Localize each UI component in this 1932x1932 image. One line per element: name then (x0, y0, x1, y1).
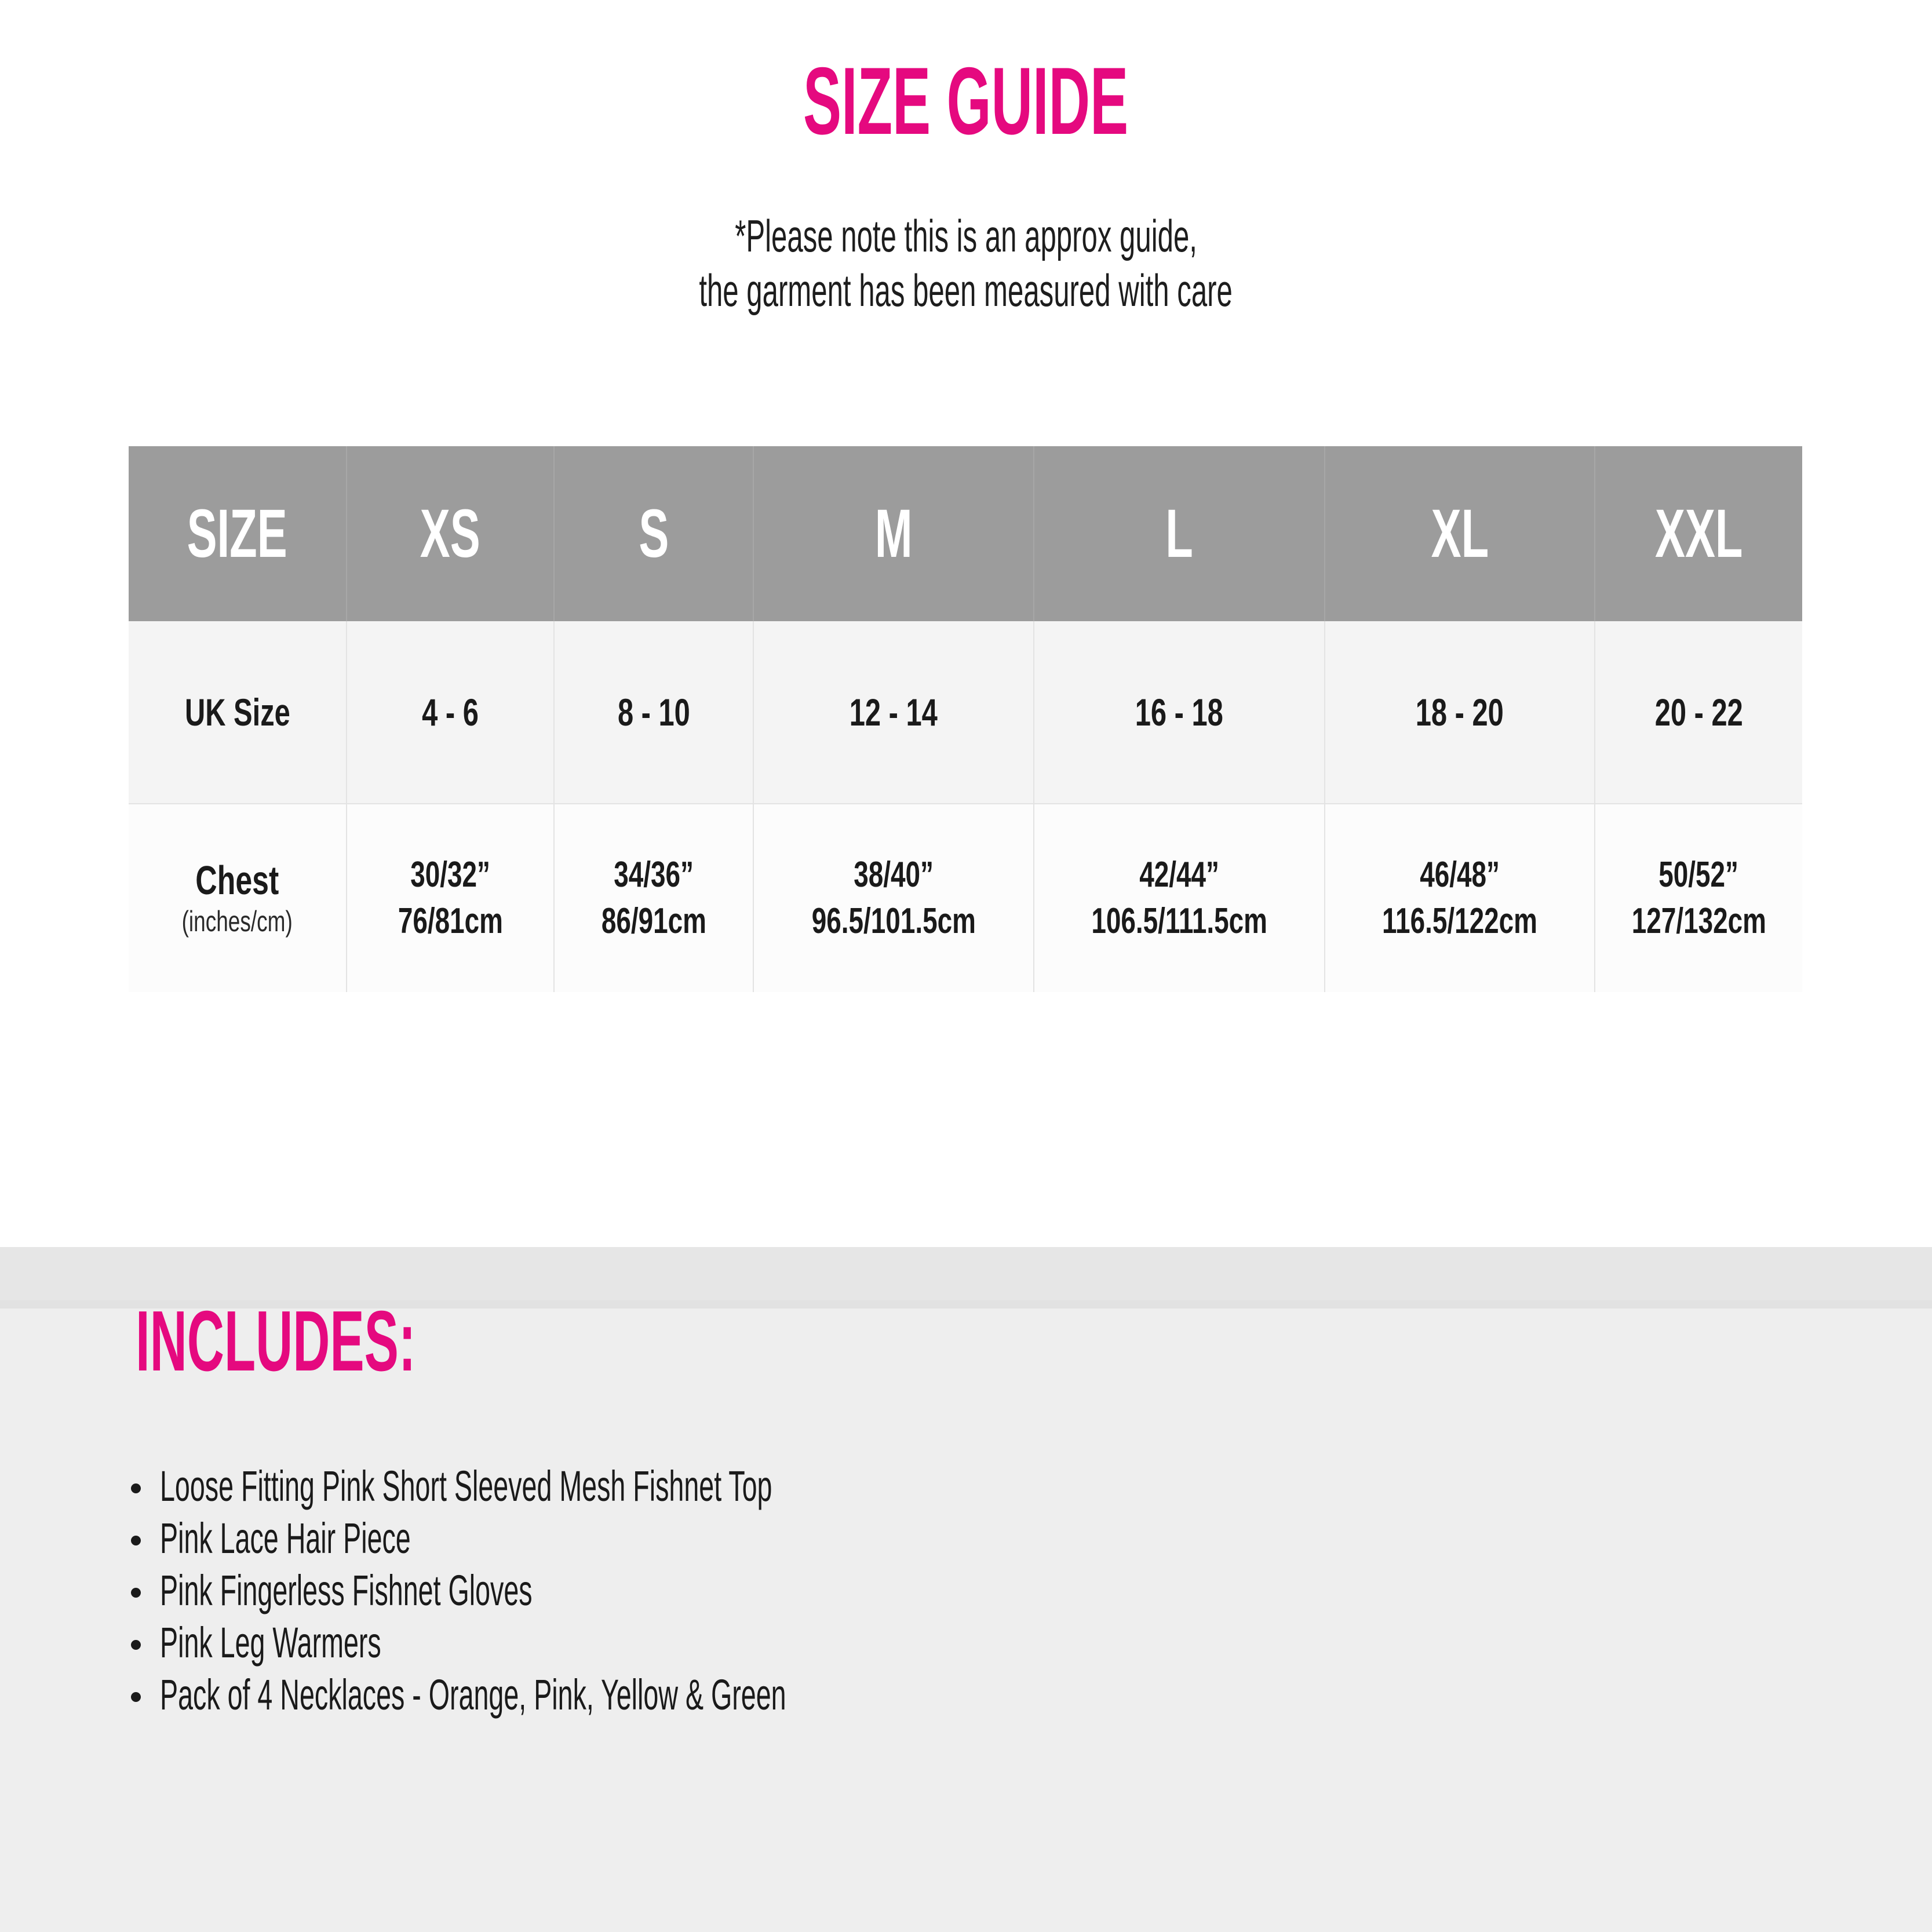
bullet-icon (131, 1588, 141, 1598)
table-header-m: M (753, 446, 1034, 621)
cell-uk-s: 8 - 10 (554, 621, 754, 804)
size-guide-section: SIZE GUIDE *Please note this is an appro… (0, 53, 1932, 992)
list-item-label: Pink Fingerless Fishnet Gloves (160, 1566, 533, 1614)
row-label-uk-size: UK Size (129, 621, 347, 804)
includes-title: INCLUDES: (136, 1298, 603, 1385)
bullet-icon (131, 1483, 141, 1493)
list-item-label: Loose Fitting Pink Short Sleeved Mesh Fi… (160, 1462, 772, 1510)
bullet-icon (131, 1692, 141, 1702)
list-item: Loose Fitting Pink Short Sleeved Mesh Fi… (129, 1460, 1154, 1512)
includes-title-text: INCLUDES: (136, 1293, 416, 1389)
cell-chest-m: 38/40” 96.5/101.5cm (753, 804, 1034, 992)
list-item: Pink Lace Hair Piece (129, 1512, 1154, 1565)
subtitle-line-2: the garment has been measured with care (699, 265, 1233, 316)
page-title: SIZE GUIDE (0, 53, 1932, 149)
row-label-chest: Chest (inches/cm) (129, 804, 347, 992)
cell-uk-l: 16 - 18 (1034, 621, 1325, 804)
cell-chest-l: 42/44” 106.5/111.5cm (1034, 804, 1325, 992)
section-divider-line (0, 1300, 1932, 1308)
table-header-s: S (554, 446, 754, 621)
cell-chest-s: 34/36” 86/91cm (554, 804, 754, 992)
row-label-chest-main: Chest (195, 858, 279, 903)
bullet-icon (131, 1640, 141, 1650)
row-label-chest-units: (inches/cm) (181, 905, 293, 938)
cell-chest-xxl: 50/52” 127/132cm (1595, 804, 1802, 992)
section-divider-band (0, 1247, 1932, 1300)
table-header-l: L (1034, 446, 1325, 621)
list-item: Pack of 4 Necklaces - Orange, Pink, Yell… (129, 1669, 1154, 1721)
size-table: SIZE XS S M L XL XXL UK Size 4 - 6 8 - 1… (129, 446, 1802, 992)
list-item: Pink Leg Warmers (129, 1617, 1154, 1669)
list-item: Pink Fingerless Fishnet Gloves (129, 1565, 1154, 1617)
table-row-chest: Chest (inches/cm) 30/32” 76/81cm 34/36” … (129, 804, 1802, 992)
cell-uk-m: 12 - 14 (753, 621, 1034, 804)
bullet-icon (131, 1536, 141, 1545)
includes-section (0, 1247, 1932, 1932)
subtitle-line-1: *Please note this is an approx guide, (735, 210, 1197, 261)
page-title-text: SIZE GUIDE (803, 48, 1129, 154)
cell-chest-xl: 46/48” 116.5/122cm (1325, 804, 1595, 992)
cell-uk-xxl: 20 - 22 (1595, 621, 1802, 804)
table-header-xs: XS (347, 446, 555, 621)
table-header-xxl: XXL (1595, 446, 1802, 621)
list-item-label: Pink Leg Warmers (160, 1618, 381, 1667)
table-header-size: SIZE (129, 446, 347, 621)
table-header-xl: XL (1325, 446, 1595, 621)
includes-list: Loose Fitting Pink Short Sleeved Mesh Fi… (129, 1460, 1154, 1721)
list-item-label: Pack of 4 Necklaces - Orange, Pink, Yell… (160, 1671, 786, 1719)
table-header-row: SIZE XS S M L XL XXL (129, 446, 1802, 621)
cell-uk-xl: 18 - 20 (1325, 621, 1595, 804)
cell-uk-xs: 4 - 6 (347, 621, 555, 804)
cell-chest-xs: 30/32” 76/81cm (347, 804, 555, 992)
list-item-label: Pink Lace Hair Piece (160, 1514, 411, 1562)
table-row-uk-size: UK Size 4 - 6 8 - 10 12 - 14 16 - 18 18 … (129, 621, 1802, 804)
subtitle-note: *Please note this is an approx guide, th… (0, 209, 1932, 318)
